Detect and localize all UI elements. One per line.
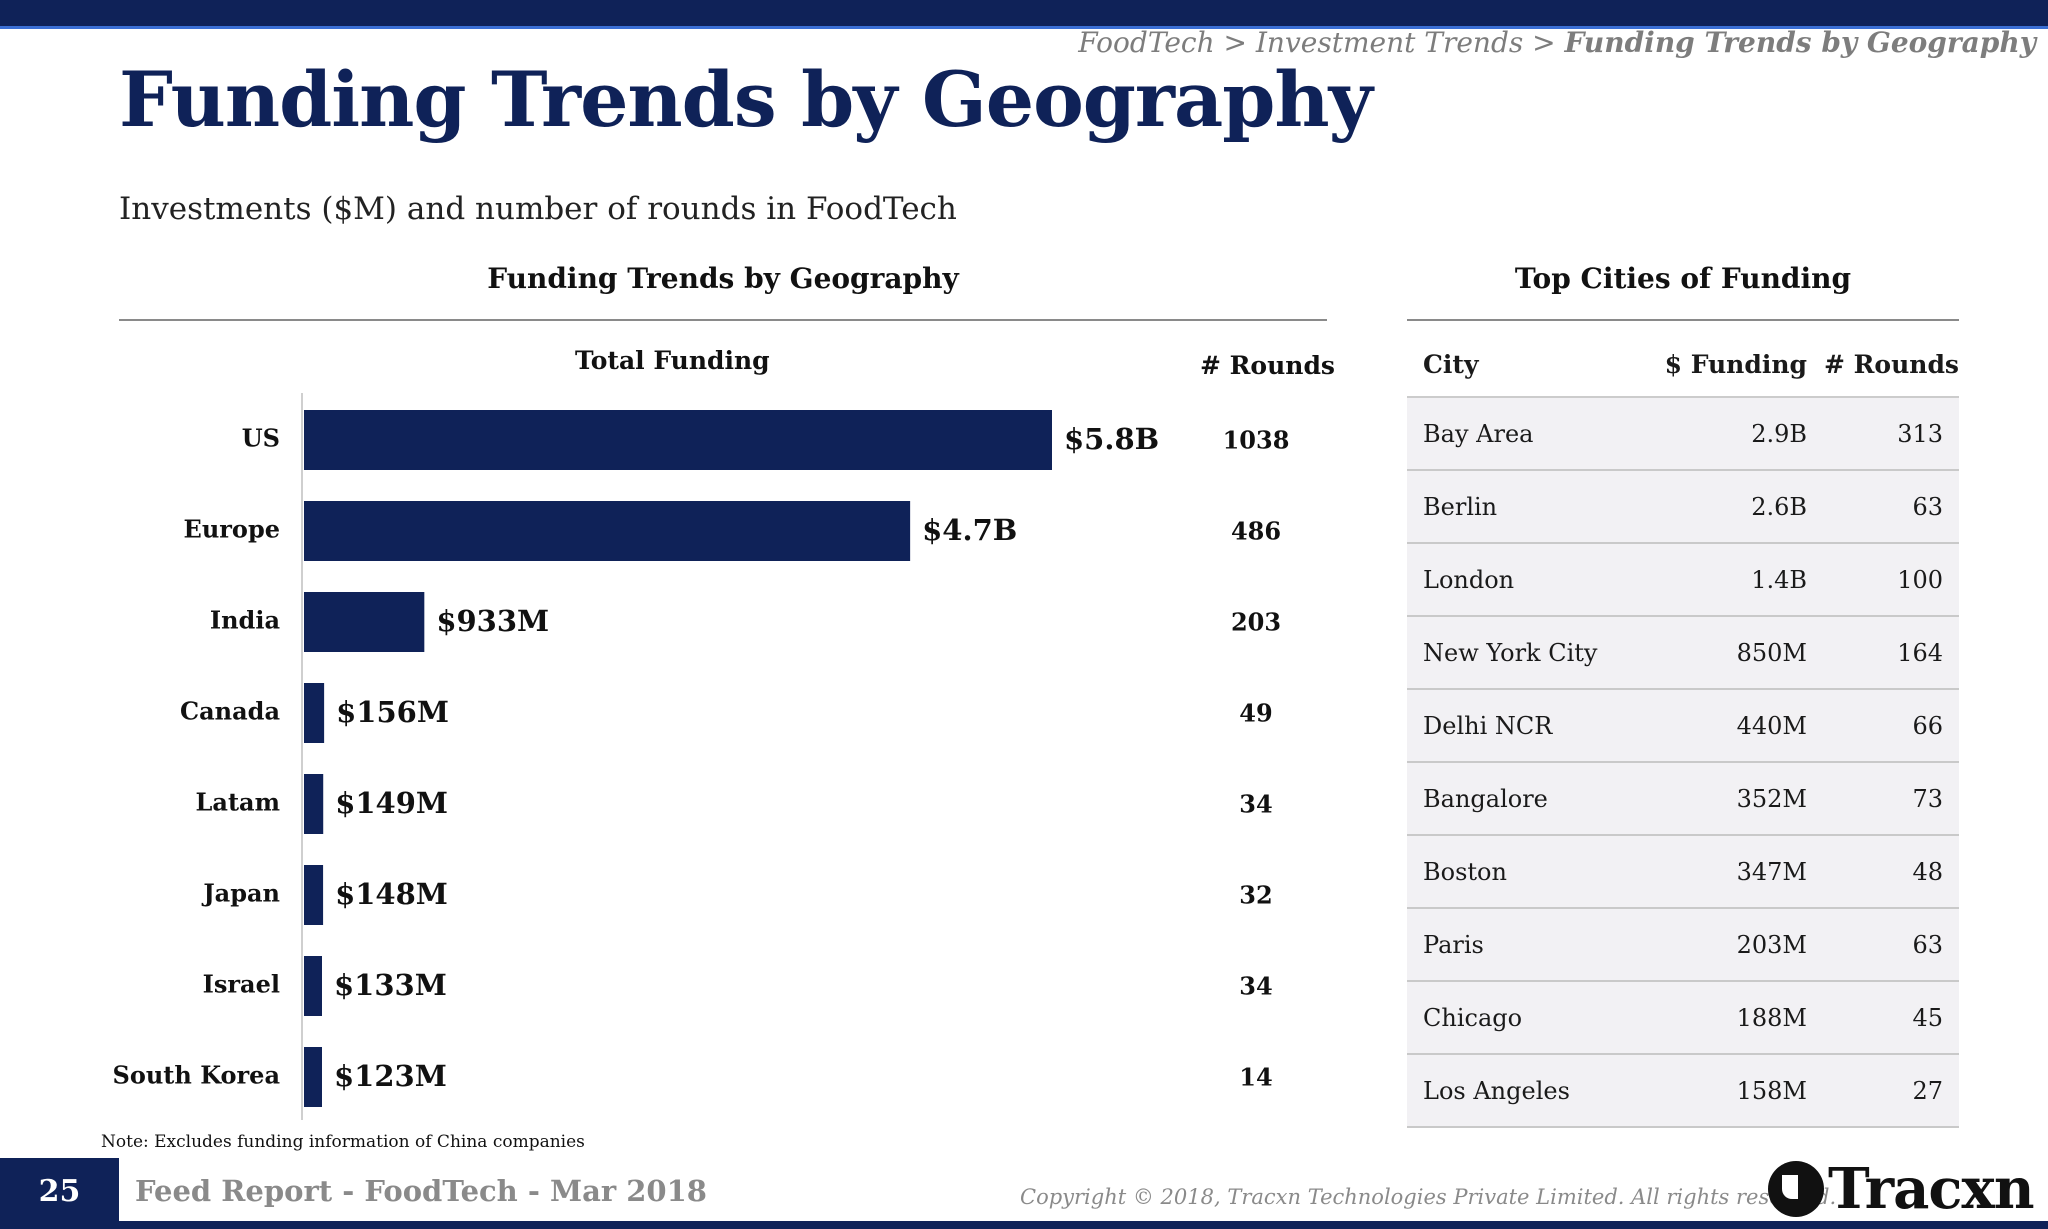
row-rounds: 100 [1897, 565, 1943, 594]
row-funding: 352M [1736, 784, 1807, 813]
row-rounds: 164 [1897, 638, 1943, 667]
header-rounds: # Rounds [1823, 349, 1959, 379]
row-rounds: 66 [1912, 711, 1943, 740]
table-row: Bay Area 2.9B 313 [1407, 398, 1959, 471]
table-row: Boston 347M 48 [1407, 836, 1959, 909]
table-row: Chicago 188M 45 [1407, 982, 1959, 1055]
row-city: Delhi NCR [1423, 711, 1553, 740]
bottom-banner [0, 1221, 2048, 1229]
table-row: New York City 850M 164 [1407, 617, 1959, 690]
copyright-text: Copyright © 2018, Tracxn Technologies Pr… [1020, 1185, 1837, 1209]
rounds-value: 203 [1231, 608, 1281, 637]
bar-israel [304, 956, 322, 1016]
row-funding: 440M [1736, 711, 1807, 740]
row-funding: 2.6B [1751, 492, 1807, 521]
table-row: London 1.4B 100 [1407, 544, 1959, 617]
category-label: Israel [203, 970, 280, 999]
row-city: Boston [1423, 857, 1507, 886]
row-funding: 347M [1736, 857, 1807, 886]
footnote: Note: Excludes funding information of Ch… [101, 1132, 585, 1152]
bar-japan [304, 865, 324, 925]
table-row: Paris 203M 63 [1407, 909, 1959, 982]
bar-canada [304, 683, 325, 743]
header-funding: $ Funding [1664, 349, 1807, 379]
breadcrumb-current: Funding Trends by Geography [1564, 26, 2037, 59]
logo-wordmark: Tracxn [1828, 1156, 2035, 1222]
row-funding: 2.9B [1751, 419, 1807, 448]
page-subtitle: Investments ($M) and number of rounds in… [119, 191, 957, 227]
bar-south-korea [304, 1047, 322, 1107]
row-city: New York City [1423, 638, 1598, 667]
row-city: Paris [1423, 930, 1484, 959]
rounds-value: 34 [1239, 790, 1272, 819]
row-funding: 850M [1736, 638, 1807, 667]
bar-latam [304, 774, 324, 834]
value-label: $4.7B [922, 513, 1017, 547]
rounds-value: 14 [1239, 1063, 1272, 1092]
bar-us [304, 410, 1052, 470]
bar-europe [304, 501, 911, 561]
row-rounds: 63 [1912, 492, 1943, 521]
page-number: 25 [0, 1158, 119, 1224]
value-label: $148M [335, 877, 448, 911]
table-row: Berlin 2.6B 63 [1407, 471, 1959, 544]
row-city: Bay Area [1423, 419, 1534, 448]
row-city: Los Angeles [1423, 1076, 1570, 1105]
chart-section-divider [119, 319, 1327, 321]
row-city: Berlin [1423, 492, 1498, 521]
row-rounds: 73 [1912, 784, 1943, 813]
value-label: $933M [436, 604, 549, 638]
top-cities-table: City $ Funding # Rounds Bay Area 2.9B 313 … [1407, 332, 1959, 1128]
row-rounds: 48 [1912, 857, 1943, 886]
value-label: $123M [334, 1059, 447, 1093]
category-label: India [210, 606, 280, 635]
table-row: Delhi NCR 440M 66 [1407, 690, 1959, 763]
value-label: $133M [334, 968, 447, 1002]
rounds-value: 486 [1231, 517, 1281, 546]
row-rounds: 63 [1912, 930, 1943, 959]
category-label: Latam [196, 788, 280, 817]
value-label: $149M [335, 786, 448, 820]
row-funding: 188M [1736, 1003, 1807, 1032]
row-city: Bangalore [1423, 784, 1548, 813]
row-rounds: 45 [1912, 1003, 1943, 1032]
category-label: US [242, 424, 280, 453]
total-funding-header: Total Funding [575, 346, 770, 375]
bar-india [304, 592, 425, 652]
rounds-value: 32 [1239, 881, 1272, 910]
category-label: Japan [201, 879, 280, 908]
table-header-row: City $ Funding # Rounds [1407, 332, 1959, 398]
row-rounds: 27 [1912, 1076, 1943, 1105]
row-funding: 1.4B [1751, 565, 1807, 594]
breadcrumb: FoodTech > Investment Trends > Funding T… [1078, 26, 2036, 59]
row-city: Chicago [1423, 1003, 1523, 1032]
top-banner [0, 0, 2048, 29]
category-label: Europe [184, 515, 280, 544]
row-funding: 203M [1736, 930, 1807, 959]
table-section-divider [1407, 319, 1959, 321]
category-label: Canada [180, 697, 280, 726]
tracxn-logo: Tracxn [1768, 1156, 2035, 1222]
rounds-header: # Rounds [1200, 351, 1336, 380]
breadcrumb-path: FoodTech > Investment Trends > [1078, 26, 1565, 59]
table-row: Los Angeles 158M 27 [1407, 1055, 1959, 1128]
value-label: $156M [336, 695, 449, 729]
value-label: $5.8B [1064, 422, 1159, 456]
tracxn-logo-icon [1768, 1161, 1824, 1217]
row-city: London [1423, 565, 1515, 594]
report-name: Feed Report - FoodTech - Mar 2018 [135, 1174, 707, 1208]
row-funding: 158M [1736, 1076, 1807, 1105]
table-row: Bangalore 352M 73 [1407, 763, 1959, 836]
rounds-value: 34 [1239, 972, 1272, 1001]
rounds-value: 1038 [1223, 426, 1290, 455]
page-title: Funding Trends by Geography [119, 55, 1373, 144]
table-section-title: Top Cities of Funding [1514, 262, 1852, 295]
rounds-value: 49 [1239, 699, 1272, 728]
header-city: City [1423, 349, 1479, 379]
category-label: South Korea [113, 1061, 280, 1090]
row-rounds: 313 [1897, 419, 1943, 448]
chart-section-title: Funding Trends by Geography [487, 262, 959, 295]
